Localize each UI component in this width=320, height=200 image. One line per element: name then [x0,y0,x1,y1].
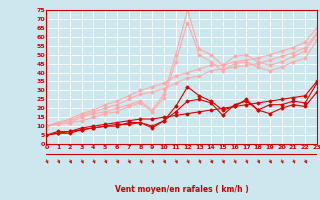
Text: Vent moyen/en rafales ( km/h ): Vent moyen/en rafales ( km/h ) [115,185,248,194]
